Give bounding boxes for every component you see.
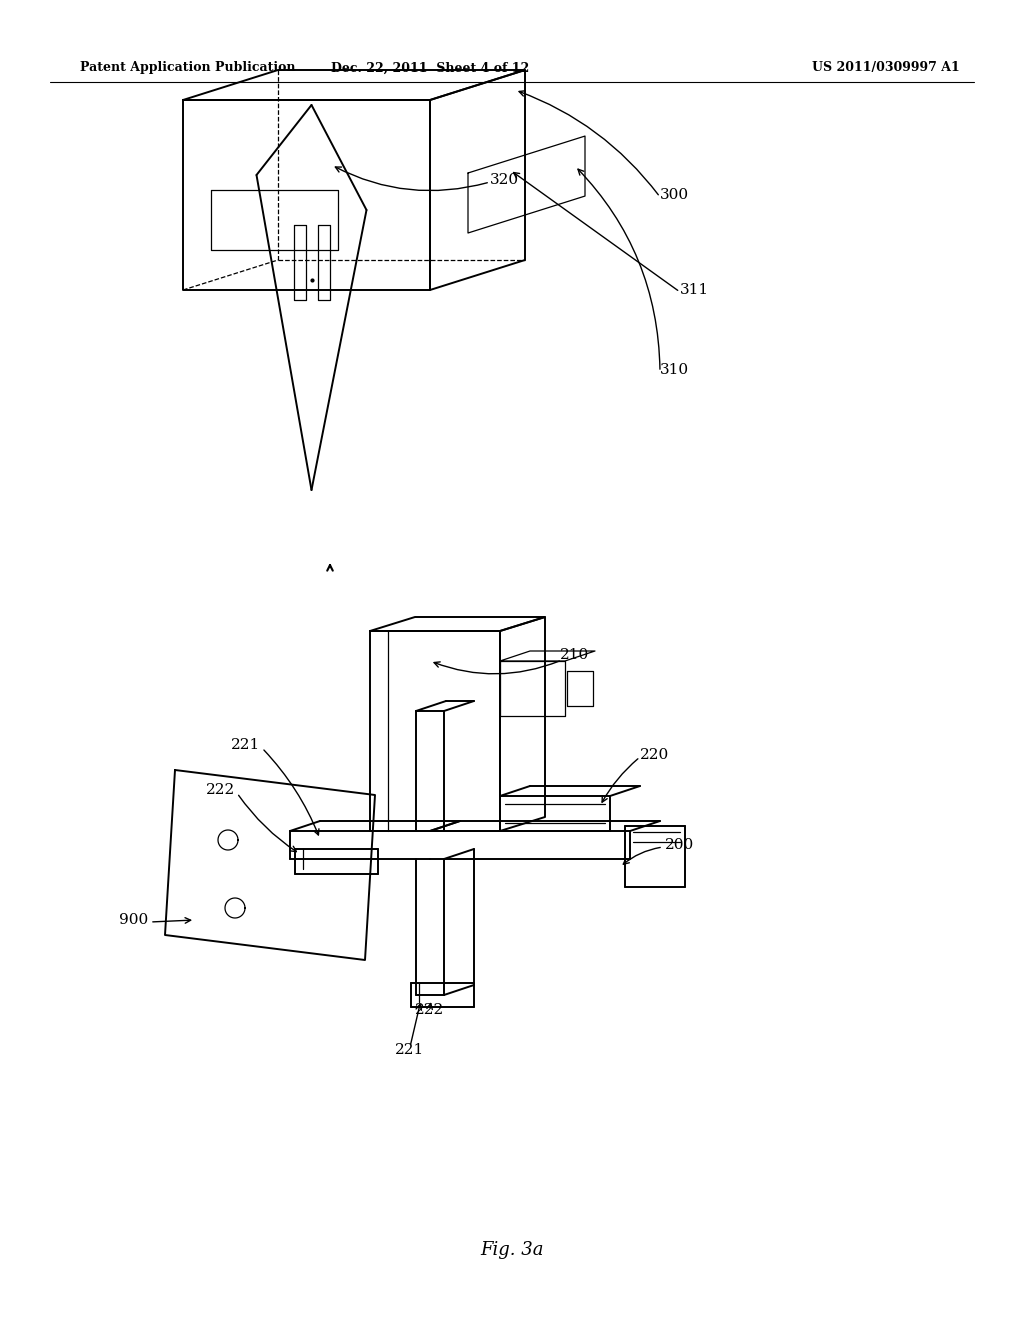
Text: 221: 221 xyxy=(230,738,260,752)
Text: 320: 320 xyxy=(490,173,519,187)
Text: 222: 222 xyxy=(206,783,234,797)
Text: 300: 300 xyxy=(660,187,689,202)
Text: 221: 221 xyxy=(395,1043,425,1057)
Text: Fig. 3a: Fig. 3a xyxy=(480,1241,544,1259)
Text: 222: 222 xyxy=(416,1003,444,1016)
Text: 310: 310 xyxy=(660,363,689,378)
Text: Dec. 22, 2011  Sheet 4 of 12: Dec. 22, 2011 Sheet 4 of 12 xyxy=(331,62,529,74)
Text: US 2011/0309997 A1: US 2011/0309997 A1 xyxy=(812,62,961,74)
Text: 200: 200 xyxy=(665,838,694,851)
Text: 220: 220 xyxy=(640,748,670,762)
Text: 210: 210 xyxy=(560,648,589,663)
Text: 311: 311 xyxy=(680,282,710,297)
Text: Patent Application Publication: Patent Application Publication xyxy=(80,62,296,74)
Text: 900: 900 xyxy=(119,913,148,927)
